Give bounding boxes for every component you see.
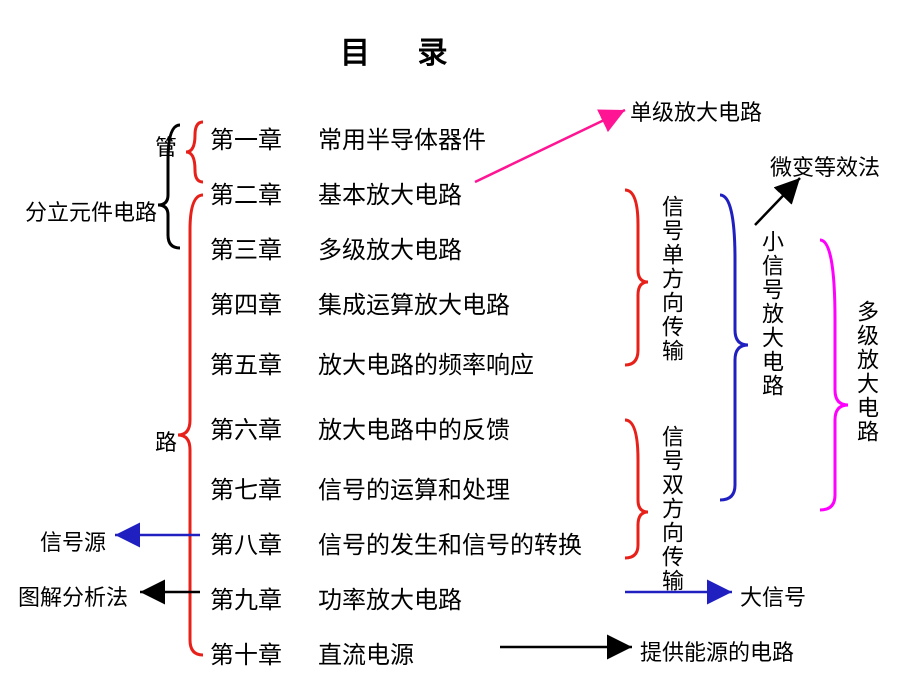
brace-xinhaoshuang	[625, 420, 648, 558]
brace-xiaoxinhao	[720, 195, 748, 500]
chapter-row-4: 第四章集成运算放大电路	[210, 285, 510, 320]
label-nengyuan: 提供能源的电路	[640, 635, 794, 667]
chapter-num: 第十章	[210, 635, 300, 670]
label-danji: 单级放大电路	[630, 95, 762, 127]
chapter-row-1: 第一章常用半导体器件	[210, 120, 486, 155]
label-xiaoxinhao: 小信号放大电路	[755, 230, 787, 398]
chapter-row-10: 第十章直流电源	[210, 635, 414, 670]
chapter-num: 第六章	[210, 410, 300, 445]
chapter-num: 第四章	[210, 285, 300, 320]
chapter-name: 基本放大电路	[318, 183, 462, 209]
brace-guan	[186, 122, 203, 182]
arrow-danji	[475, 110, 625, 182]
brace-lu	[178, 195, 203, 655]
label-xinhaoshuang: 信号双方向传输	[655, 425, 687, 593]
label-weibian: 微变等效法	[770, 150, 880, 182]
chapter-row-3: 第三章多级放大电路	[210, 230, 462, 265]
label-lu: 路	[155, 425, 177, 457]
chapter-name: 信号的运算和处理	[318, 478, 510, 504]
chapter-name: 放大电路中的反馈	[318, 418, 510, 444]
chapter-name: 直流电源	[318, 643, 414, 669]
label-xinhaodan: 信号单方向传输	[655, 195, 687, 363]
label-tujie: 图解分析法	[18, 580, 128, 612]
chapter-num: 第八章	[210, 525, 300, 560]
chapter-name: 功率放大电路	[318, 588, 462, 614]
chapter-num: 第二章	[210, 175, 300, 210]
chapter-name: 多级放大电路	[318, 238, 462, 264]
label-xinhaoyuan: 信号源	[40, 525, 106, 557]
chapter-name: 信号的发生和信号的转换	[318, 533, 582, 559]
chapter-name: 集成运算放大电路	[318, 293, 510, 319]
page-title: 目 录	[340, 28, 468, 72]
chapter-num: 第五章	[210, 345, 300, 380]
chapter-num: 第一章	[210, 120, 300, 155]
arrow-weibian	[755, 178, 800, 225]
chapter-row-6: 第六章放大电路中的反馈	[210, 410, 510, 445]
chapter-num: 第七章	[210, 470, 300, 505]
chapter-name: 常用半导体器件	[318, 128, 486, 154]
label-guan: 管	[155, 130, 177, 162]
brace-xinhaodan	[625, 190, 648, 365]
chapter-row-7: 第七章信号的运算和处理	[210, 470, 510, 505]
chapter-row-8: 第八章信号的发生和信号的转换	[210, 525, 582, 560]
label-fenli: 分立元件电路	[25, 195, 157, 227]
chapter-num: 第三章	[210, 230, 300, 265]
chapter-row-2: 第二章基本放大电路	[210, 175, 462, 210]
brace-duoji	[820, 240, 848, 510]
chapter-row-9: 第九章功率放大电路	[210, 580, 462, 615]
chapter-row-5: 第五章放大电路的频率响应	[210, 345, 534, 380]
chapter-num: 第九章	[210, 580, 300, 615]
label-daxinhao: 大信号	[740, 580, 806, 612]
label-duoji: 多级放大电路	[850, 300, 882, 444]
chapter-name: 放大电路的频率响应	[318, 353, 534, 379]
